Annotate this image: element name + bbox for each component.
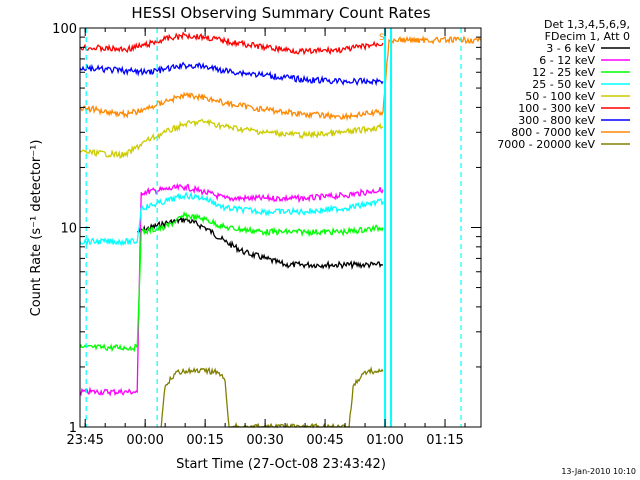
legend-label-8: 7000 - 20000 keV — [497, 138, 595, 151]
series-line-1 — [79, 182, 384, 397]
series-line-5 — [79, 31, 384, 56]
chart-title: HESSI Observing Summary Count Rates — [131, 4, 430, 22]
series-line-4 — [79, 118, 384, 159]
series-layer — [79, 31, 482, 429]
legend-label-5: 100 - 300 keV — [518, 102, 595, 115]
series-line-0 — [137, 215, 384, 271]
legend-label-1: 6 - 12 keV — [539, 54, 595, 67]
series-line-2 — [79, 210, 384, 353]
legend-label-4: 50 - 100 keV — [525, 90, 595, 103]
legend-label-2: 12 - 25 keV — [532, 66, 595, 79]
marker-label-s: S — [379, 33, 385, 43]
x-axis-label: Start Time (27-Oct-08 23:43:42) — [176, 457, 386, 472]
legend-label-0: 3 - 6 keV — [546, 42, 595, 55]
y-tick-label-0: 1 — [69, 421, 77, 436]
y-axis-label: Count Rate (s⁻¹ detector⁻¹) — [29, 140, 44, 317]
series-line-7 — [79, 35, 482, 122]
legend-label-6: 300 - 800 keV — [518, 114, 595, 127]
y-tick-label-1: 10 — [60, 222, 77, 237]
x-tick-label-5: 01:00 — [366, 433, 403, 448]
timestamp: 13-Jan-2010 10:10 — [561, 467, 636, 476]
series-line-6 — [79, 61, 384, 87]
legend-label-7: 800 - 7000 keV — [511, 126, 595, 139]
x-tick-label-4: 00:45 — [306, 433, 343, 448]
x-tick-label-1: 00:00 — [126, 433, 163, 448]
x-tick-label-2: 00:15 — [186, 433, 223, 448]
y-tick-label-2: 100 — [52, 22, 77, 37]
tick-layer: 23:45 00:00 00:15 00:30 00:45 01:00 01:15 1 10 10… — [52, 22, 481, 448]
x-tick-label-3: 00:30 — [246, 433, 283, 448]
series-line-3 — [79, 191, 384, 247]
legend-header-line-2: FDecim 1, Att 0 — [545, 30, 630, 43]
x-tick-label-0: 23:45 — [66, 433, 103, 448]
legend-label-3: 25 - 50 keV — [532, 78, 595, 91]
legend-header-line-1: Det 1,3,4,5,6,9, — [544, 18, 630, 31]
x-tick-label-6: 01:15 — [426, 433, 463, 448]
